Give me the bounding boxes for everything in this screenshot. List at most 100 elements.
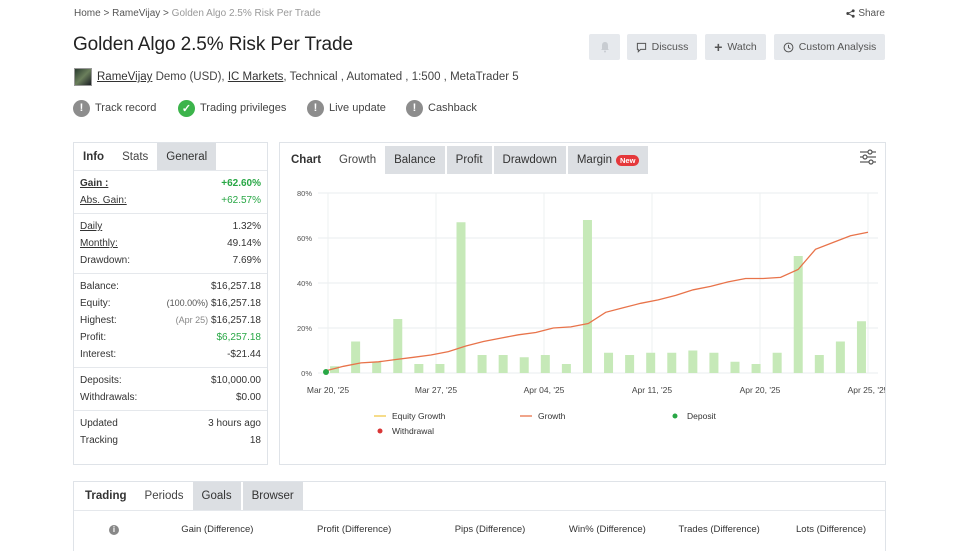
growth-bar	[498, 355, 508, 373]
stat-equity: Equity: (100.00%) $16,257.18	[74, 295, 267, 312]
trading-privileges-badge[interactable]: ✓ Trading privileges	[178, 98, 286, 118]
growth-bar	[751, 364, 761, 373]
stat-value: $16,257.18	[210, 315, 261, 326]
tab-margin[interactable]: Margin New	[567, 146, 649, 174]
growth-bar	[372, 361, 382, 373]
growth-bar	[667, 352, 677, 373]
column-header[interactable]: Trades (Difference)	[678, 524, 760, 535]
tab-periods[interactable]: Periods	[135, 482, 193, 510]
tab-growth[interactable]: Growth	[330, 146, 386, 174]
growth-bar	[709, 352, 719, 373]
exclamation-icon: !	[73, 99, 90, 117]
new-badge: New	[616, 154, 640, 166]
share-button[interactable]: Share	[846, 8, 885, 19]
exclamation-icon: !	[406, 99, 423, 117]
column-header[interactable]: Pips (Difference)	[454, 524, 526, 535]
growth-bar	[582, 220, 592, 373]
column-header[interactable]: Win% (Difference)	[568, 524, 646, 535]
tab-goals[interactable]: Goals	[192, 482, 241, 510]
column-header[interactable]: Gain (Difference)	[181, 524, 254, 535]
growth-line	[325, 231, 869, 372]
discuss-button[interactable]: Discuss	[627, 34, 697, 60]
stat-label[interactable]: Gain :	[80, 178, 109, 189]
stats-panel: Info Stats General Gain : +62.60% Abs. Ga…	[73, 142, 268, 465]
live-update-badge[interactable]: ! Live update	[307, 98, 386, 118]
stat-value: 7.69%	[232, 255, 261, 266]
track-record-badge[interactable]: ! Track record	[73, 98, 156, 118]
tab-browser[interactable]: Browser	[242, 482, 303, 510]
tab-trading[interactable]: Trading	[85, 490, 127, 502]
stat-value: +62.57%	[221, 195, 261, 206]
owner-link[interactable]: RameVijay	[97, 71, 153, 83]
page-title: Golden Algo 2.5% Risk Per Trade	[73, 34, 353, 55]
growth-bar	[519, 357, 529, 373]
info-icon[interactable]: i	[74, 524, 154, 535]
column-header[interactable]: Lots (Difference)	[796, 524, 867, 535]
growth-bar	[793, 256, 803, 373]
tab-profit[interactable]: Profit	[446, 146, 492, 174]
cashback-badge[interactable]: ! Cashback	[406, 98, 477, 118]
x-tick-label: Mar 20, '25	[307, 385, 350, 395]
stat-withdrawals: Withdrawals: $0.00	[74, 389, 267, 406]
stat-value: $6,257.18	[216, 332, 262, 343]
stat-value: 3 hours ago	[208, 418, 261, 429]
stat-value: 18	[249, 435, 261, 446]
x-tick-label: Apr 04, '25	[524, 385, 565, 395]
legend-deposit: Deposit	[687, 411, 716, 421]
x-tick-label: Apr 11, '25	[632, 385, 672, 395]
stat-profit: Profit: $6,257.18	[74, 329, 267, 346]
breadcrumb-separator: >	[163, 8, 169, 19]
breadcrumb: Home > RameVijay > Golden Algo 2.5% Risk…	[74, 8, 321, 19]
bell-icon	[600, 42, 609, 53]
x-tick-label: Mar 27, '25	[415, 385, 458, 395]
growth-bar	[435, 364, 445, 373]
stats-tabs: Info Stats General	[74, 143, 267, 171]
tab-stats[interactable]: Stats	[113, 143, 158, 170]
account-type: Demo (USD),	[155, 71, 225, 83]
stat-label: Deposits:	[80, 375, 122, 386]
x-tick-label: Apr 20, '25	[740, 385, 781, 395]
stat-label: Drawdown:	[80, 255, 131, 266]
tab-chart[interactable]: Chart	[291, 154, 322, 166]
column-header[interactable]: Profit (Difference)	[317, 524, 392, 535]
stat-label: Highest:	[80, 315, 117, 326]
stat-value: +62.60%	[221, 178, 261, 189]
breadcrumb-home[interactable]: Home	[74, 8, 101, 19]
growth-bar	[625, 355, 635, 373]
stat-label: Interest:	[80, 349, 117, 360]
y-tick-label: 20%	[297, 324, 312, 333]
watch-button[interactable]: + Watch	[705, 34, 766, 60]
stat-label: Tracking	[80, 435, 118, 446]
breadcrumb-user[interactable]: RameVijay	[112, 8, 161, 19]
broker-link[interactable]: IC Markets	[227, 71, 284, 83]
stat-label[interactable]: Monthly:	[80, 238, 118, 249]
check-icon: ✓	[178, 99, 195, 117]
stat-updated: Updated 3 hours ago	[74, 415, 267, 432]
tab-info[interactable]: Info	[83, 150, 105, 163]
periods-header-row: i Gain (Difference) Profit (Difference) …	[74, 524, 886, 535]
stat-label[interactable]: Daily	[80, 221, 103, 232]
growth-bar	[646, 352, 656, 373]
growth-bar	[772, 352, 782, 373]
plus-icon: +	[714, 39, 723, 55]
legend-withdrawal: Withdrawal	[392, 426, 434, 436]
trading-privileges-label: Trading privileges	[200, 102, 287, 114]
stat-value: $0.00	[235, 392, 261, 403]
stat-note: (100.00%)	[166, 298, 209, 308]
y-tick-label: 40%	[297, 279, 312, 288]
chat-icon	[636, 42, 646, 53]
avatar[interactable]	[74, 68, 92, 86]
tab-balance[interactable]: Balance	[385, 146, 445, 174]
divider	[74, 510, 885, 511]
stat-label[interactable]: Abs. Gain:	[80, 195, 127, 206]
custom-analysis-button[interactable]: Custom Analysis	[774, 34, 885, 60]
tab-general[interactable]: General	[157, 143, 217, 170]
y-tick-label: 80%	[297, 189, 312, 198]
discuss-label: Discuss	[651, 41, 689, 53]
tab-drawdown[interactable]: Drawdown	[493, 146, 566, 174]
cashback-label: Cashback	[428, 102, 477, 114]
alert-button[interactable]	[589, 34, 620, 60]
live-update-label: Live update	[329, 102, 386, 114]
legend-withdrawal-marker	[377, 428, 383, 434]
chart-settings-icon[interactable]	[859, 149, 877, 165]
